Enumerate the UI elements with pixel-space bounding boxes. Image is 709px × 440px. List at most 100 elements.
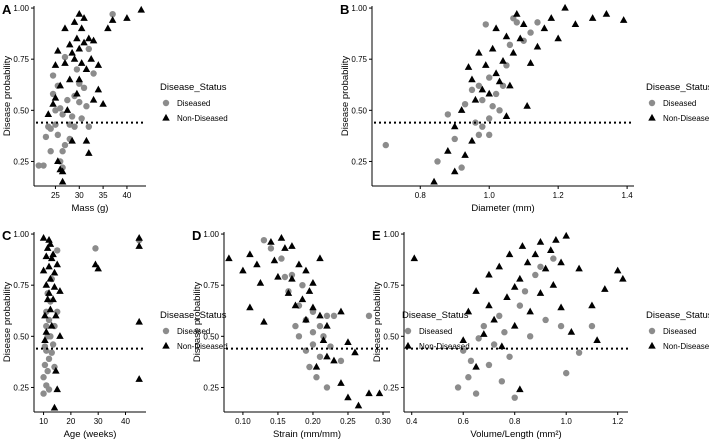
y-tick-label: 0.75 xyxy=(13,281,29,290)
data-point-diseased xyxy=(278,255,285,262)
data-point-diseased xyxy=(479,123,486,130)
data-point-non-diseased xyxy=(337,379,345,386)
data-point-diseased xyxy=(92,245,99,252)
data-point-diseased xyxy=(468,86,476,94)
data-point-non-diseased xyxy=(46,305,55,313)
data-point-non-diseased xyxy=(547,14,556,21)
data-point-non-diseased xyxy=(337,307,345,315)
data-point-non-diseased xyxy=(45,289,53,296)
data-point-non-diseased xyxy=(619,274,627,282)
data-point-non-diseased xyxy=(73,34,81,42)
data-point-diseased xyxy=(47,148,54,155)
data-point-diseased xyxy=(557,322,565,330)
legend-label-non-diseased: Non-Diseased xyxy=(663,342,709,351)
data-point-non-diseased xyxy=(365,389,373,397)
data-point-diseased xyxy=(68,113,76,120)
data-point-diseased xyxy=(465,374,472,381)
data-point-non-diseased xyxy=(344,338,352,346)
data-point-diseased xyxy=(85,123,93,130)
y-tick-label: 0.50 xyxy=(13,106,29,115)
data-point-non-diseased xyxy=(43,244,52,251)
data-point-non-diseased xyxy=(56,332,64,339)
data-point-non-diseased xyxy=(49,295,57,303)
data-point-non-diseased xyxy=(519,20,528,27)
data-point-diseased xyxy=(588,322,596,330)
data-point-non-diseased xyxy=(571,20,580,27)
legend-label-diseased: Diseased xyxy=(663,99,696,108)
legend-label-diseased: Diseased xyxy=(663,327,696,336)
x-tick-label: 0.15 xyxy=(270,417,286,426)
data-point-diseased xyxy=(90,70,97,77)
data-point-non-diseased xyxy=(51,93,60,101)
data-point-non-diseased xyxy=(471,95,480,103)
data-point-non-diseased xyxy=(468,75,476,83)
data-point-non-diseased xyxy=(498,342,506,350)
y-tick-label: 0.25 xyxy=(13,383,29,392)
data-point-diseased xyxy=(49,72,57,79)
y-tick-label: 0.25 xyxy=(383,383,399,392)
legend: Disease_Status Diseased Non-Diseased xyxy=(160,310,228,351)
data-point-non-diseased xyxy=(562,231,570,239)
x-tick-label: 30 xyxy=(75,191,84,200)
data-point-non-diseased xyxy=(450,167,459,175)
data-point-diseased xyxy=(78,115,85,122)
data-point-non-diseased xyxy=(516,385,524,393)
data-point-diseased xyxy=(59,148,66,155)
data-point-non-diseased xyxy=(312,362,321,370)
legend-key-non-diseased xyxy=(162,113,170,121)
data-point-diseased xyxy=(323,384,331,391)
data-point-diseased xyxy=(44,367,51,375)
data-point-non-diseased xyxy=(46,274,55,282)
y-tick-label: 0.50 xyxy=(351,106,367,115)
data-point-non-diseased xyxy=(82,136,91,144)
y-tick-label: 1.00 xyxy=(351,4,367,13)
data-point-non-diseased xyxy=(480,330,488,337)
data-point-diseased xyxy=(309,329,317,336)
data-point-non-diseased xyxy=(281,244,289,251)
data-point-non-diseased xyxy=(48,254,56,262)
data-point-non-diseased xyxy=(73,89,81,97)
data-point-non-diseased xyxy=(485,89,493,97)
legend-key-non-diseased xyxy=(648,113,656,121)
data-point-non-diseased xyxy=(495,262,504,270)
data-point-diseased xyxy=(501,329,508,336)
data-point-non-diseased xyxy=(410,254,419,262)
data-point-non-diseased xyxy=(302,315,310,323)
legend-key-diseased xyxy=(648,327,656,335)
data-point-non-diseased xyxy=(85,34,93,42)
data-point-diseased xyxy=(35,162,42,169)
data-point-diseased xyxy=(511,394,518,401)
data-point-diseased xyxy=(316,322,324,330)
data-point-non-diseased xyxy=(502,112,511,120)
y-tick-label: 0.75 xyxy=(383,281,399,290)
data-point-diseased xyxy=(575,349,583,356)
data-point-non-diseased xyxy=(75,9,84,17)
data-point-non-diseased xyxy=(468,136,476,144)
y-tick-label: 0.50 xyxy=(203,332,219,341)
data-point-diseased xyxy=(299,281,306,289)
x-tick-label: 1.0 xyxy=(561,417,573,426)
data-point-non-diseased xyxy=(552,235,560,243)
data-point-non-diseased xyxy=(502,32,511,40)
data-point-non-diseased xyxy=(256,278,265,286)
data-point-diseased xyxy=(40,390,47,397)
data-point-non-diseased xyxy=(490,315,498,323)
data-point-diseased xyxy=(482,21,489,28)
data-point-diseased xyxy=(451,135,458,143)
data-point-non-diseased xyxy=(63,106,72,113)
data-point-non-diseased xyxy=(225,254,233,262)
data-point-non-diseased xyxy=(253,260,261,268)
data-point-diseased xyxy=(516,302,524,309)
data-point-non-diseased xyxy=(46,240,55,247)
data-point-non-diseased xyxy=(135,242,143,249)
data-point-non-diseased xyxy=(61,24,69,32)
chart-panel-b: B 0.25 0.50 0.75 1.00 0.8 1.0 1.2 1.4 Diameter (m… xyxy=(340,2,709,214)
y-tick-label: 0.75 xyxy=(351,55,367,64)
legend-title: Disease_Status xyxy=(160,310,227,321)
x-tick-label: 40 xyxy=(121,417,130,426)
data-point-diseased xyxy=(467,357,475,365)
data-point-non-diseased xyxy=(89,95,98,103)
data-point-non-diseased xyxy=(53,385,61,393)
data-point-diseased xyxy=(54,247,61,254)
